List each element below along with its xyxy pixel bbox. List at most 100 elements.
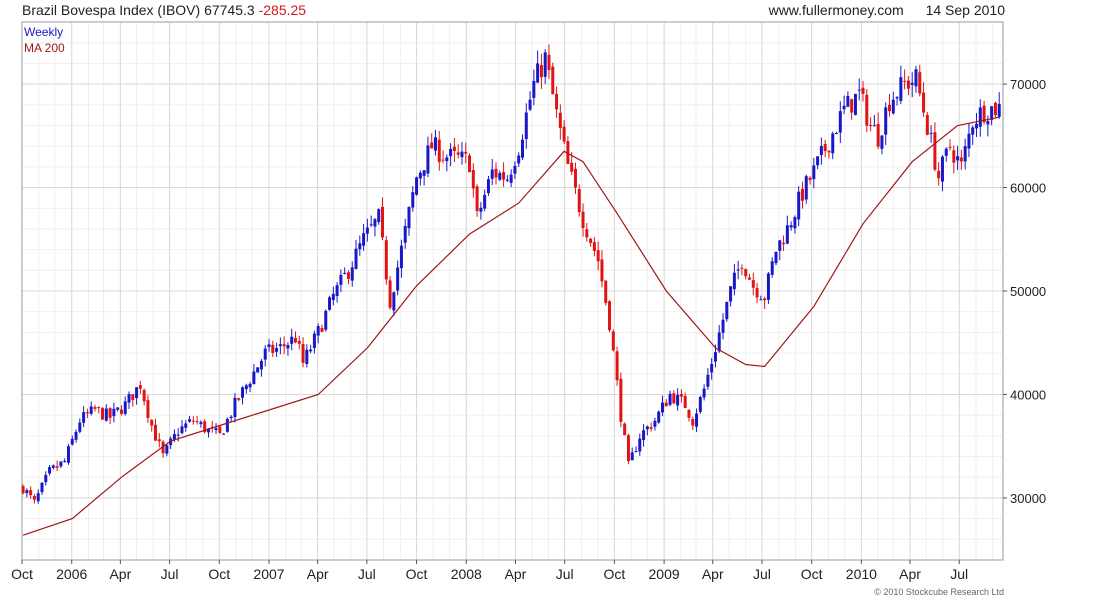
candle-down (679, 394, 683, 397)
candle-down (301, 344, 305, 363)
candle-up (835, 133, 839, 135)
x-tick-label: 2009 (649, 566, 680, 582)
candle-up (123, 401, 127, 414)
candle-down (748, 277, 752, 280)
x-tick-label: 2007 (253, 566, 284, 582)
candle-up (365, 227, 369, 234)
candle-down (615, 351, 619, 381)
candle-down (865, 94, 869, 126)
candle-up (710, 363, 714, 373)
candle-down (85, 412, 89, 414)
candle-up (517, 155, 521, 164)
candle-up (986, 121, 990, 125)
candle-down (475, 186, 479, 211)
candle-down (922, 92, 926, 113)
candle-down (887, 104, 891, 112)
x-tick-label: Oct (11, 566, 33, 582)
candle-up (971, 127, 975, 135)
candle-down (388, 280, 392, 308)
candle-up (449, 148, 453, 157)
candle-up (176, 434, 180, 436)
candle-up (812, 165, 816, 180)
candle-up (316, 326, 320, 336)
candle-up (490, 169, 494, 179)
x-tick-label: Jul (161, 566, 179, 582)
candle-up (411, 192, 415, 208)
candle-up (857, 89, 861, 91)
candle-up (638, 438, 642, 452)
candle-up (116, 407, 120, 410)
candle-up (112, 408, 116, 417)
candle-up (956, 156, 960, 161)
candle-down (626, 435, 630, 462)
candle-down (687, 409, 691, 418)
x-tick-label: Jul (753, 566, 771, 582)
y-tick-label: 40000 (1010, 387, 1046, 402)
candle-down (918, 72, 922, 94)
candle-down (800, 188, 804, 201)
candle-down (869, 124, 873, 126)
candle-down (649, 427, 653, 429)
chart-date: 14 Sep 2010 (925, 2, 1005, 18)
source-bar: www.fullermoney.com 14 Sep 2010 (769, 2, 1005, 18)
candle-up (89, 406, 93, 414)
candle-up (842, 105, 846, 110)
candle-up (399, 245, 403, 269)
candle-up (422, 170, 426, 176)
candle-down (993, 102, 997, 116)
candle-up (180, 426, 184, 434)
x-tick-label: Apr (899, 566, 921, 582)
ma200-line (22, 116, 1000, 536)
candle-up (853, 93, 857, 115)
candle-up (721, 319, 725, 333)
candle-up (793, 217, 797, 229)
candle-up (498, 173, 502, 180)
copyright-note: © 2010 Stockcube Research Ltd (874, 587, 1004, 597)
candle-down (441, 159, 445, 161)
candle-up (978, 107, 982, 127)
candle-down (948, 146, 952, 148)
candle-down (570, 162, 574, 172)
candle-up (698, 397, 702, 412)
candle-down (906, 80, 910, 89)
x-tick-label: 2008 (451, 566, 482, 582)
candle-down (585, 229, 589, 238)
candle-up (426, 145, 430, 174)
candle-down (131, 394, 135, 401)
candle-down (823, 143, 827, 152)
candle-down (959, 157, 963, 162)
candle-up (460, 151, 464, 158)
candle-up (248, 383, 252, 388)
candle-up (676, 394, 680, 406)
candle-up (509, 174, 513, 183)
candle-up (229, 416, 233, 419)
candle-up (407, 207, 411, 229)
candle-up (339, 274, 343, 285)
candle-up (706, 374, 710, 387)
candle-up (445, 157, 449, 162)
candle-up (668, 393, 672, 405)
candle-up (532, 80, 536, 98)
candle-up (70, 438, 74, 445)
candle-up (657, 411, 661, 423)
candle-down (782, 242, 786, 245)
candle-up (645, 426, 649, 430)
candle-up (350, 267, 354, 281)
candle-up (184, 423, 188, 428)
chart-title-bar: Brazil Bovespa Index (IBOV) 67745.3 -285… (22, 2, 306, 18)
candle-up (940, 156, 944, 182)
candle-up (188, 419, 192, 422)
y-tick-label: 30000 (1010, 491, 1046, 506)
candle-up (695, 413, 699, 427)
x-tick-label: Apr (109, 566, 131, 582)
candle-down (755, 288, 759, 298)
candle-up (392, 292, 396, 311)
candle-down (683, 395, 687, 409)
candle-up (732, 272, 736, 290)
x-tick-label: Jul (358, 566, 376, 582)
candle-down (468, 155, 472, 173)
candle-down (744, 269, 748, 277)
candle-down (903, 80, 907, 82)
site-url: www.fullermoney.com (768, 2, 904, 18)
candle-down (494, 168, 498, 178)
